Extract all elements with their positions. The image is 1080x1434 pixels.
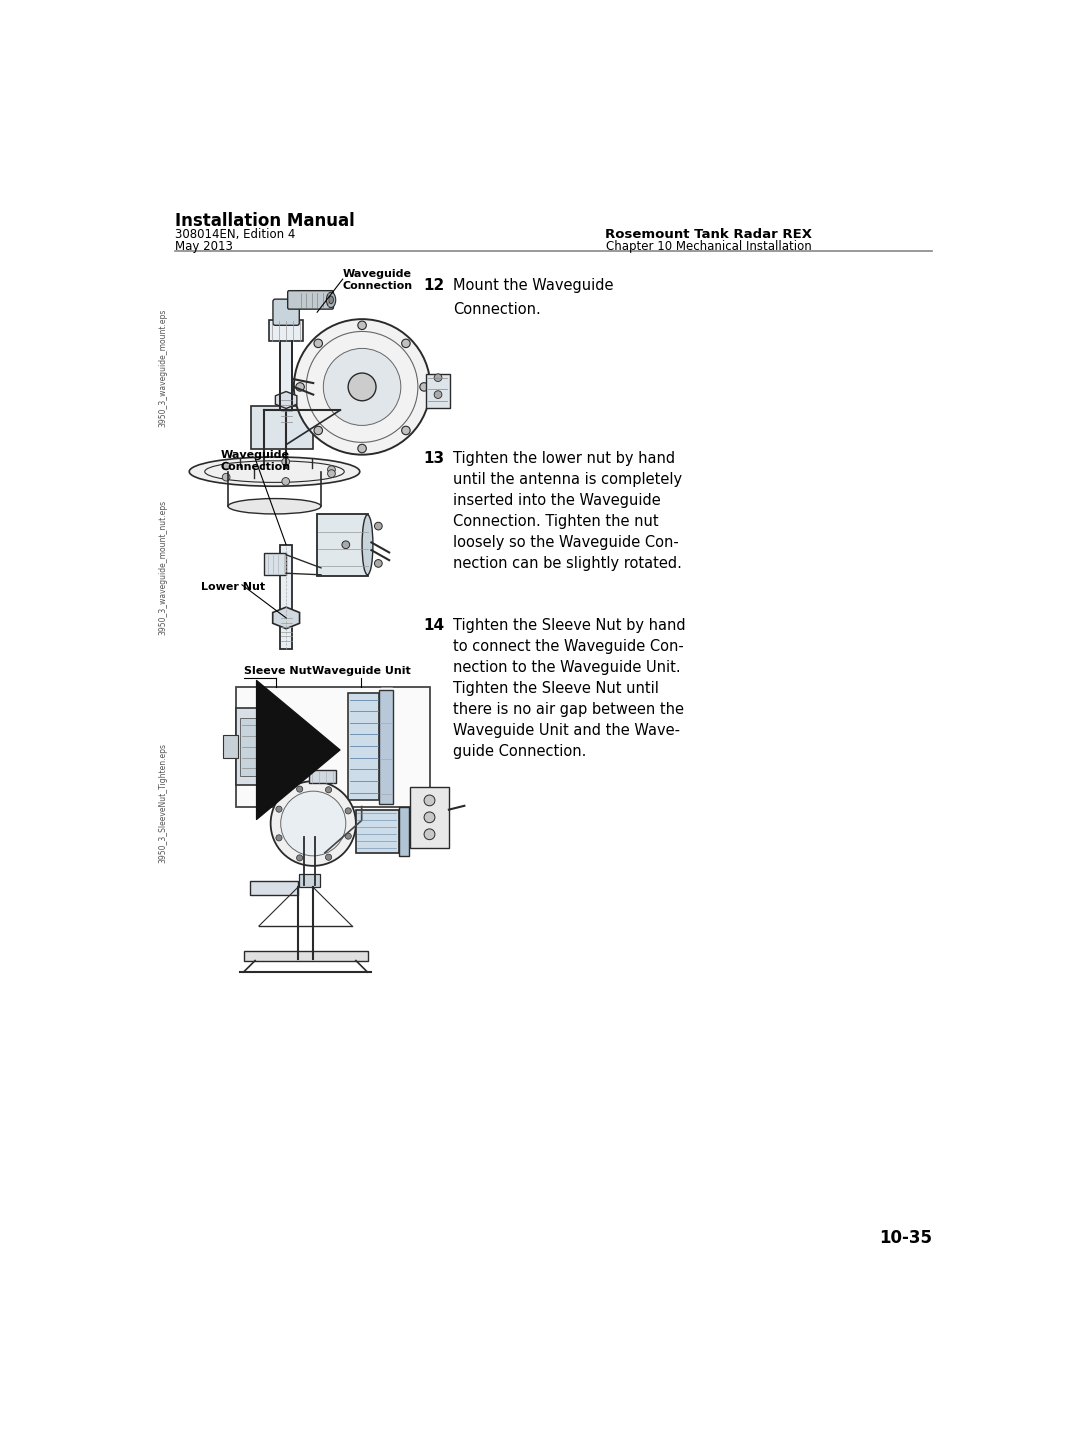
Text: 14: 14 (423, 618, 445, 632)
FancyBboxPatch shape (379, 690, 393, 804)
Text: Tighten the lower nut by hand
until the antenna is completely
inserted into the : Tighten the lower nut by hand until the … (453, 450, 681, 571)
FancyBboxPatch shape (287, 291, 334, 310)
Text: 3950_3_waveguide_mount.eps: 3950_3_waveguide_mount.eps (159, 308, 167, 427)
Circle shape (281, 792, 346, 856)
Polygon shape (273, 607, 299, 628)
Text: Waveguide
Connection: Waveguide Connection (342, 270, 413, 291)
Circle shape (434, 390, 442, 399)
FancyBboxPatch shape (348, 694, 379, 800)
Circle shape (346, 807, 351, 815)
Circle shape (271, 782, 356, 866)
Text: Tighten the Sleeve Nut by hand
to connect the Waveguide Con-
nection to the Wave: Tighten the Sleeve Nut by hand to connec… (453, 618, 686, 759)
FancyBboxPatch shape (318, 513, 367, 575)
Circle shape (296, 383, 305, 391)
FancyBboxPatch shape (252, 406, 313, 449)
FancyBboxPatch shape (241, 717, 260, 776)
Text: May 2013: May 2013 (175, 239, 233, 252)
Circle shape (222, 473, 230, 480)
FancyBboxPatch shape (399, 806, 409, 856)
Text: Sleeve Nut: Sleeve Nut (243, 667, 311, 677)
Text: 3950_3_waveguide_mount_nut.eps: 3950_3_waveguide_mount_nut.eps (159, 500, 167, 635)
FancyBboxPatch shape (235, 708, 266, 786)
Circle shape (424, 829, 435, 840)
Circle shape (375, 522, 382, 531)
FancyBboxPatch shape (426, 374, 450, 409)
Circle shape (325, 787, 332, 793)
Circle shape (294, 320, 430, 455)
FancyBboxPatch shape (268, 714, 293, 779)
FancyBboxPatch shape (249, 882, 298, 895)
Text: Waveguide
Connection: Waveguide Connection (220, 450, 291, 472)
Circle shape (314, 338, 323, 347)
Text: Chapter 10 Mechanical Installation: Chapter 10 Mechanical Installation (606, 239, 811, 252)
Polygon shape (275, 391, 297, 409)
Circle shape (282, 478, 289, 485)
Text: 3950_3_SleeveNut_Tighten.eps: 3950_3_SleeveNut_Tighten.eps (159, 743, 167, 863)
Circle shape (357, 321, 366, 330)
Circle shape (282, 457, 289, 466)
FancyBboxPatch shape (235, 687, 430, 806)
FancyBboxPatch shape (298, 875, 321, 886)
Circle shape (275, 835, 282, 840)
Circle shape (424, 812, 435, 823)
Circle shape (402, 426, 410, 435)
FancyBboxPatch shape (309, 770, 336, 783)
Circle shape (297, 786, 302, 792)
Ellipse shape (362, 515, 373, 575)
Circle shape (420, 383, 429, 391)
FancyBboxPatch shape (410, 786, 449, 847)
Text: 12: 12 (423, 278, 445, 293)
Ellipse shape (328, 295, 334, 304)
Text: Lower Nut: Lower Nut (201, 582, 265, 592)
Ellipse shape (326, 293, 336, 308)
Text: Installation Manual: Installation Manual (175, 212, 355, 229)
FancyBboxPatch shape (269, 320, 303, 341)
Ellipse shape (189, 457, 360, 486)
Circle shape (297, 855, 302, 860)
Text: Connection.: Connection. (453, 303, 540, 317)
Text: 13: 13 (423, 450, 445, 466)
Circle shape (357, 445, 366, 453)
Circle shape (327, 466, 336, 473)
Text: Mount the Waveguide: Mount the Waveguide (453, 278, 613, 293)
Circle shape (348, 373, 376, 400)
Circle shape (275, 806, 282, 812)
Circle shape (375, 559, 382, 568)
FancyBboxPatch shape (243, 951, 367, 961)
Circle shape (424, 794, 435, 806)
FancyBboxPatch shape (273, 300, 299, 326)
FancyBboxPatch shape (265, 554, 286, 575)
Circle shape (402, 338, 410, 347)
Circle shape (314, 426, 323, 435)
Text: Waveguide Unit: Waveguide Unit (312, 667, 410, 677)
Circle shape (346, 833, 351, 839)
Circle shape (434, 374, 442, 381)
Circle shape (342, 541, 350, 549)
FancyBboxPatch shape (280, 341, 293, 407)
FancyBboxPatch shape (356, 810, 399, 853)
Ellipse shape (228, 499, 321, 513)
Text: Rosemount Tank Radar REX: Rosemount Tank Radar REX (605, 228, 812, 241)
Circle shape (327, 470, 336, 478)
Circle shape (325, 855, 332, 860)
Text: 308014EN, Edition 4: 308014EN, Edition 4 (175, 228, 296, 241)
FancyBboxPatch shape (280, 545, 293, 648)
Circle shape (323, 348, 401, 426)
FancyBboxPatch shape (222, 736, 238, 759)
Text: 10-35: 10-35 (879, 1229, 932, 1248)
Circle shape (222, 462, 230, 470)
